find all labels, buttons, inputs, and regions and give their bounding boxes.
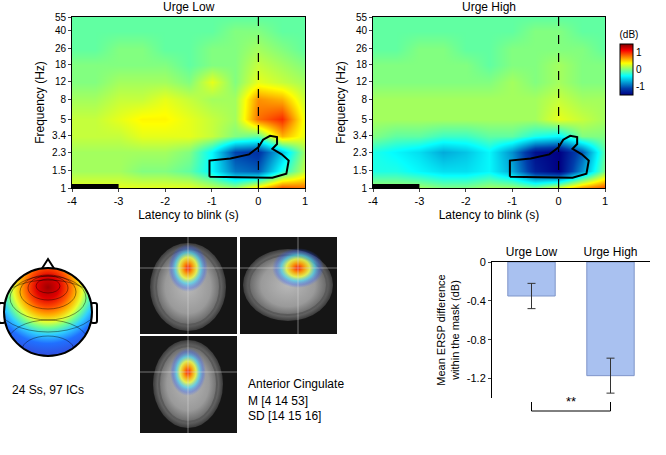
svg-text:1.5: 1.5 [52,165,66,176]
svg-text:1: 1 [602,195,608,207]
svg-text:18: 18 [55,59,67,70]
svg-text:Latency to blink (s): Latency to blink (s) [138,208,239,222]
svg-text:Frequency (Hz): Frequency (Hz) [33,61,47,144]
svg-text:1: 1 [361,183,367,194]
svg-text:-3: -3 [114,195,124,207]
svg-text:8: 8 [361,94,367,105]
svg-text:1: 1 [302,195,308,207]
svg-text:Anterior Cingulate: Anterior Cingulate [248,377,344,391]
svg-text:3.4: 3.4 [353,130,367,141]
svg-text:**: ** [566,394,576,409]
svg-text:Frequency (Hz): Frequency (Hz) [334,61,348,144]
svg-text:8: 8 [60,94,66,105]
svg-text:26: 26 [356,43,368,54]
svg-text:Urge High: Urge High [462,0,516,14]
svg-text:2.3: 2.3 [353,147,367,158]
svg-text:5: 5 [361,114,367,125]
svg-text:0: 0 [636,64,642,75]
svg-text:Mean ERSP differencewithin the: Mean ERSP differencewithin the mask (dB) [435,274,461,386]
svg-text:-1.2: -1.2 [467,372,486,384]
svg-text:40: 40 [55,25,67,36]
svg-text:-3: -3 [415,195,425,207]
svg-text:0: 0 [480,256,486,268]
svg-text:-2: -2 [160,195,170,207]
svg-text:1: 1 [60,183,66,194]
svg-text:-0.4: -0.4 [467,295,486,307]
svg-text:12: 12 [55,76,67,87]
svg-text:-0.8: -0.8 [467,334,486,346]
svg-text:5: 5 [60,114,66,125]
svg-text:0: 0 [556,195,562,207]
svg-text:-4: -4 [67,195,77,207]
svg-text:55: 55 [356,12,368,23]
svg-text:Latency to blink (s): Latency to blink (s) [439,208,540,222]
svg-text:12: 12 [356,76,368,87]
svg-text:3.4: 3.4 [52,130,66,141]
svg-text:2.3: 2.3 [52,147,66,158]
svg-text:Urge Low: Urge Low [163,0,215,14]
svg-text:55: 55 [55,12,67,23]
svg-text:(dB): (dB) [620,29,639,40]
svg-text:-1: -1 [207,195,217,207]
svg-text:1.5: 1.5 [353,165,367,176]
svg-text:0: 0 [255,195,261,207]
svg-text:26: 26 [55,43,67,54]
svg-text:Urge Low: Urge Low [506,245,558,259]
svg-text:40: 40 [356,25,368,36]
svg-text:SD [14 15 16]: SD [14 15 16] [248,409,321,423]
svg-text:-4: -4 [368,195,378,207]
svg-text:M [4 14 53]: M [4 14 53] [248,394,308,408]
svg-text:-1: -1 [636,81,645,92]
svg-text:-1: -1 [507,195,517,207]
svg-text:18: 18 [356,59,368,70]
svg-text:-2: -2 [461,195,471,207]
svg-text:1: 1 [636,47,642,58]
svg-text:Urge High: Urge High [583,245,637,259]
svg-text:24 Ss, 97 ICs: 24 Ss, 97 ICs [12,383,84,397]
